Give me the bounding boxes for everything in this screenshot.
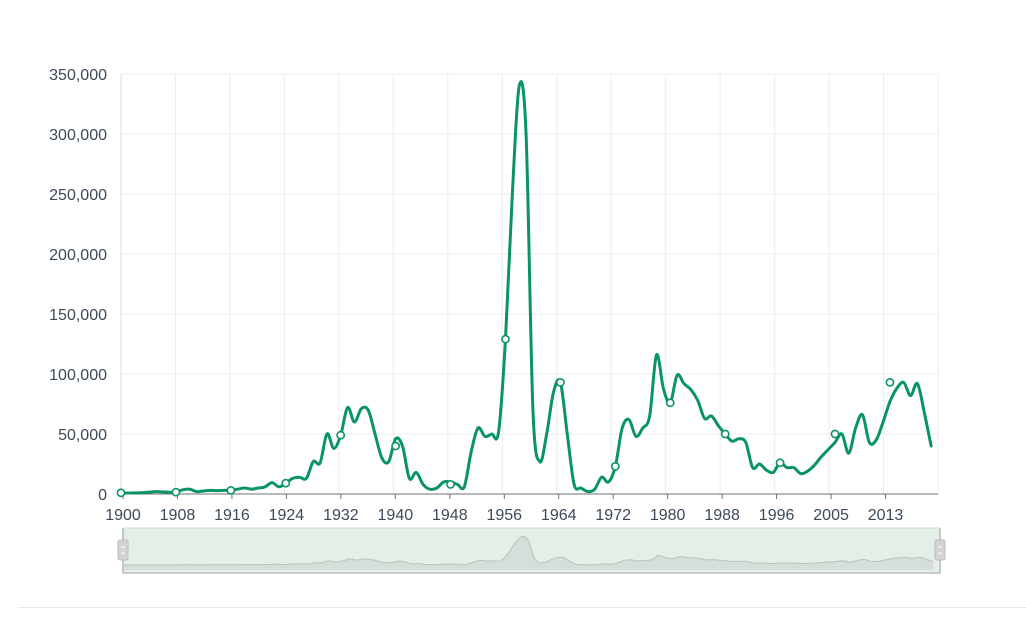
x-tick-label: 1988 <box>704 507 740 524</box>
x-tick-label: 1980 <box>650 507 686 524</box>
axes: 0 50,000 100,000 150,000 200,000 250,000 300,0… <box>49 67 938 524</box>
data-point-marker <box>171 487 181 497</box>
data-point-marker <box>281 478 291 488</box>
marker-layer <box>116 334 895 498</box>
x-tick-label: 1964 <box>541 507 577 524</box>
y-tick-label: 150,000 <box>49 307 107 324</box>
zoom-handle-grip <box>117 539 129 561</box>
divider <box>18 607 1026 608</box>
data-point-marker <box>720 429 730 439</box>
y-tick-label: 300,000 <box>49 127 107 144</box>
data-point-marker <box>116 488 126 498</box>
y-tick-label: 100,000 <box>49 367 107 384</box>
x-tick-label: 2013 <box>868 507 904 524</box>
data-point-marker <box>391 441 401 451</box>
x-tick-label: 1900 <box>105 507 141 524</box>
x-tick-label: 1940 <box>378 507 414 524</box>
data-zoom-slider[interactable] <box>117 527 946 574</box>
x-tick-label: 1932 <box>323 507 359 524</box>
data-point-marker <box>610 461 620 471</box>
x-tick-label: 1972 <box>595 507 631 524</box>
data-point-marker <box>501 334 510 344</box>
data-point-marker <box>555 377 565 387</box>
data-point-marker <box>885 377 895 387</box>
data-point-marker <box>775 458 785 468</box>
data-point-marker <box>226 485 236 495</box>
x-tick-label: 2005 <box>813 507 849 524</box>
x-tick-label: 1996 <box>759 507 795 524</box>
series-layer <box>119 80 933 495</box>
y-tick-label: 250,000 <box>49 187 107 204</box>
zoom-handle-grip <box>934 539 946 561</box>
x-tick-label: 1908 <box>160 507 196 524</box>
data-point-marker <box>830 429 840 439</box>
zoom-handle-right[interactable] <box>934 528 946 573</box>
series-line <box>119 80 933 495</box>
data-point-marker <box>665 398 675 408</box>
data-point-marker <box>446 479 455 489</box>
y-tick-label: 200,000 <box>49 247 107 264</box>
x-tick-label: 1948 <box>432 507 468 524</box>
x-tick-label: 1916 <box>214 507 250 524</box>
y-tick-label: 0 <box>98 487 107 504</box>
zoom-preview-line <box>122 536 934 566</box>
x-tick-label: 1956 <box>486 507 522 524</box>
x-tick-label: 1924 <box>269 507 305 524</box>
y-tick-label: 50,000 <box>58 427 107 444</box>
data-point-marker <box>336 430 346 440</box>
zoom-handle-left[interactable] <box>117 528 129 573</box>
y-tick-label: 350,000 <box>49 67 107 84</box>
